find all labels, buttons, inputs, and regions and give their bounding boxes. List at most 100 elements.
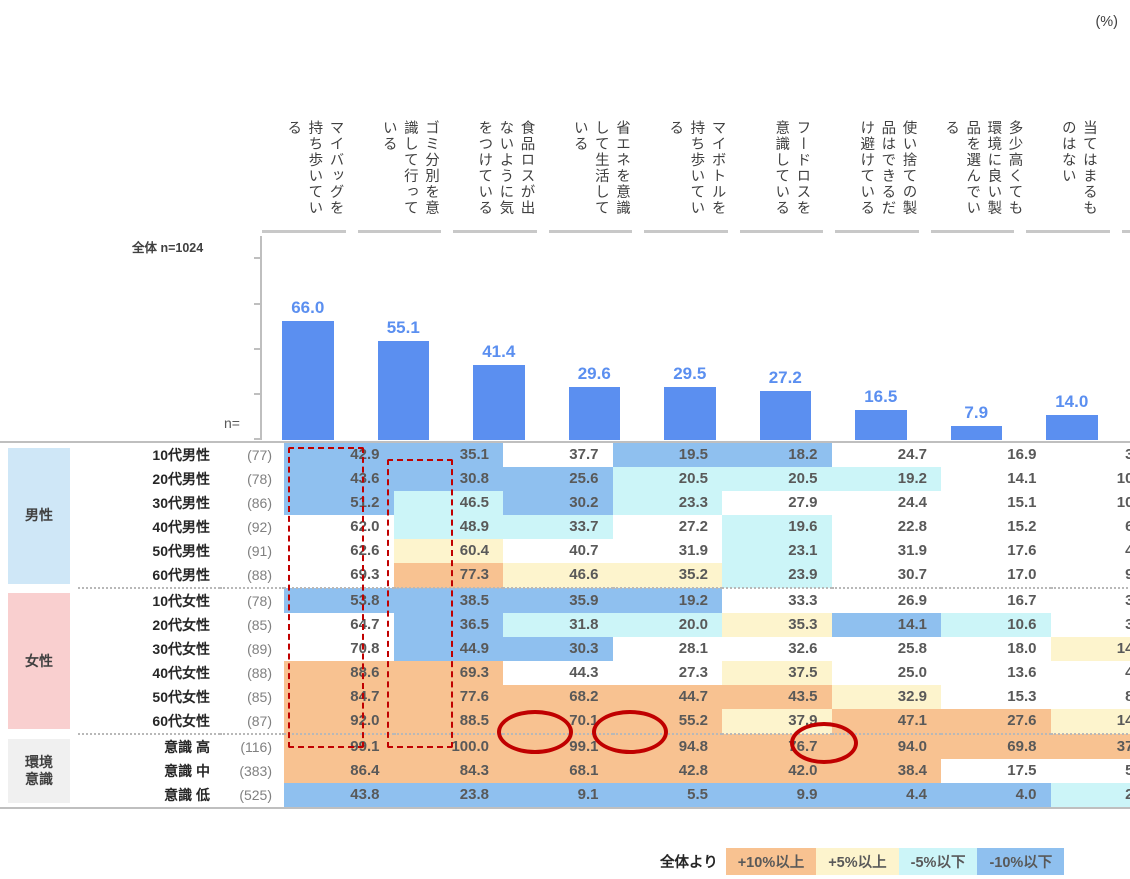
- row-label: 10代男性: [152, 447, 210, 463]
- cell-r3-2-c7: 17.5: [941, 759, 1051, 783]
- cell-r2-3-c6: 25.8: [831, 637, 941, 661]
- cell-r1-6-c8: 9.1: [1050, 563, 1130, 589]
- column-header-9-line-1: 当てはまるも: [1080, 120, 1097, 216]
- bar-slot-9: 14.0: [1046, 236, 1098, 440]
- cell-r3-3-c2: 23.8: [393, 783, 503, 808]
- column-header-7-line-3: け避けている: [858, 120, 875, 216]
- column-header-9-line-2: のはない: [1059, 120, 1076, 184]
- cell-r2-4-c3: 44.3: [503, 661, 613, 685]
- row-sample-size: (87): [220, 709, 284, 735]
- row-label: 30代女性: [152, 641, 210, 657]
- cell-r1-1-c3: 37.7: [503, 442, 613, 467]
- cell-r3-1-c7: 69.8: [941, 734, 1051, 759]
- cell-r1-6-c3: 46.6: [503, 563, 613, 589]
- column-header-8-line-3: 品を選んでい: [964, 120, 981, 216]
- column-header-8: 多少高くても 環境に良い製 品を選んでいる: [935, 120, 1031, 216]
- cell-r1-4-c2: 48.9: [393, 515, 503, 539]
- cell-r2-6-c6: 47.1: [831, 709, 941, 735]
- table-row: 意識 低(525)43.823.89.15.59.94.44.02.927.2: [0, 783, 1130, 808]
- row-sample-size: (78): [247, 471, 272, 487]
- table-row: 30代男性 (86) 51.246.530.223.327.924.415.110.…: [0, 491, 1130, 515]
- legend-swatch-plus10: +10%以上: [725, 847, 817, 875]
- cell-r1-6-c1: 69.3: [284, 563, 394, 589]
- group-label-1: 男性: [0, 442, 78, 588]
- cell-r3-3-c4: 5.5: [612, 783, 722, 808]
- column-header-1-line-3: る: [285, 120, 302, 136]
- cell-r2-4-c2: 69.3: [393, 661, 503, 685]
- cell-r1-5-c3: 40.7: [503, 539, 613, 563]
- data-table: 男性 10代男性 (77) 42.9 35.1 37.7 19.5 18.2 24.7 16.9 3…: [0, 441, 1130, 809]
- column-tick-2: [357, 230, 441, 233]
- bar-4: [568, 386, 620, 440]
- column-header-6-line-1: フードロスを: [794, 120, 811, 216]
- column-header-2-line-2: 識して行って: [401, 120, 418, 216]
- cell-r3-1-c8: 37.9: [1050, 734, 1130, 759]
- column-header-6-line-2: 意識している: [773, 120, 790, 216]
- bar-3: [473, 365, 525, 440]
- cell-r1-2-c1: 43.6: [284, 467, 394, 491]
- cell-r1-1-c1: 42.9: [284, 442, 394, 467]
- column-header-4-line-1: 省エネを意識: [613, 120, 630, 216]
- cell-r2-5-c1: 84.7: [284, 685, 394, 709]
- row-label: 40代男性: [152, 519, 210, 535]
- y-axis-tick-3: [254, 347, 262, 350]
- y-axis-tick-5: [254, 257, 262, 260]
- column-header-7-line-2: 品はできるだ: [879, 120, 896, 216]
- column-header-8-line-1: 多少高くても: [1006, 120, 1023, 216]
- group-label-2: 女性: [0, 588, 78, 734]
- cell-r1-5-c6: 31.9: [831, 539, 941, 563]
- row-label: 20代男性: [152, 471, 210, 487]
- column-tick-3: [453, 230, 537, 233]
- column-headers: (%) マイバッグを 持ち歩いているゴミ分別を意 識して行って いる 食品ロスが出 ないよ…: [260, 0, 1130, 228]
- column-tick-9: [1026, 230, 1110, 233]
- cell-r2-3-c8: 14.6: [1050, 637, 1130, 661]
- column-tick-6: [739, 230, 823, 233]
- cell-r2-4-c8: 4.5: [1050, 661, 1130, 685]
- bar-slot-1: 66.0: [282, 236, 334, 440]
- column-header-8-line-2: 環境に良い製: [985, 120, 1002, 216]
- cell-r3-2-c4: 42.8: [612, 759, 722, 783]
- cell-r2-2-c8: 3.5: [1050, 613, 1130, 637]
- row-sample-size: (88): [220, 563, 284, 589]
- cell-r2-1-c4: 19.2: [612, 588, 722, 613]
- cell-r1-2-c7: 14.1: [941, 467, 1051, 491]
- column-header-5-line-1: マイボトルを: [709, 120, 726, 216]
- cell-r2-5-c6: 32.9: [831, 685, 941, 709]
- row-sample-size: (85): [247, 689, 272, 705]
- bar-slot-6: 27.2: [759, 236, 811, 440]
- bar-2: [377, 340, 429, 440]
- column-separator-ticks: [260, 230, 1130, 234]
- column-header-6: フードロスを 意識している: [744, 120, 840, 216]
- legend-swatch-plus5: +5%以上: [816, 847, 899, 875]
- table-row: 40代女性 (88) 88.669.344.327.337.525.013.64.5…: [0, 661, 1130, 685]
- row-label: 30代男性: [152, 495, 210, 511]
- cell-r3-3-c3: 9.1: [503, 783, 613, 808]
- cell-r3-3-c7: 4.0: [941, 783, 1051, 808]
- table-row: 20代女性 (85) 64.736.531.820.035.314.110.63.5…: [0, 613, 1130, 637]
- cell-r2-2-c6: 14.1: [831, 613, 941, 637]
- cell-r2-3-c7: 18.0: [941, 637, 1051, 661]
- cell-r1-3-c7: 15.1: [941, 491, 1051, 515]
- column-header-1-line-2: 持ち歩いてい: [306, 120, 323, 216]
- cell-r1-1-c2: 35.1: [393, 442, 503, 467]
- row-sample-size: (89): [247, 641, 272, 657]
- cell-r1-4-c1: 62.0: [284, 515, 394, 539]
- cell-r2-3-c1: 70.8: [284, 637, 394, 661]
- column-header-2-line-1: ゴミ分別を意: [422, 120, 439, 216]
- bar-slot-4: 29.6: [568, 236, 620, 440]
- column-header-1-line-1: マイバッグを: [327, 120, 344, 216]
- bar-slot-8: 7.9: [950, 236, 1002, 440]
- cell-r1-2-c2: 30.8: [393, 467, 503, 491]
- cell-r2-4-c1: 88.6: [284, 661, 394, 685]
- y-axis: [260, 236, 262, 440]
- cell-r1-6-c5: 23.9: [722, 563, 832, 589]
- column-header-5-line-3: る: [667, 120, 684, 136]
- cell-r2-4-c4: 27.3: [612, 661, 722, 685]
- cell-r1-2-c6: 19.2: [831, 467, 941, 491]
- cell-r2-6-c2: 88.5: [393, 709, 503, 735]
- cell-r2-3-c4: 28.1: [612, 637, 722, 661]
- cell-r1-3-c8: 10.5: [1050, 491, 1130, 515]
- cell-r2-1-c5: 33.3: [722, 588, 832, 613]
- cell-r2-5-c8: 8.2: [1050, 685, 1130, 709]
- cell-r3-1-c6: 94.0: [831, 734, 941, 759]
